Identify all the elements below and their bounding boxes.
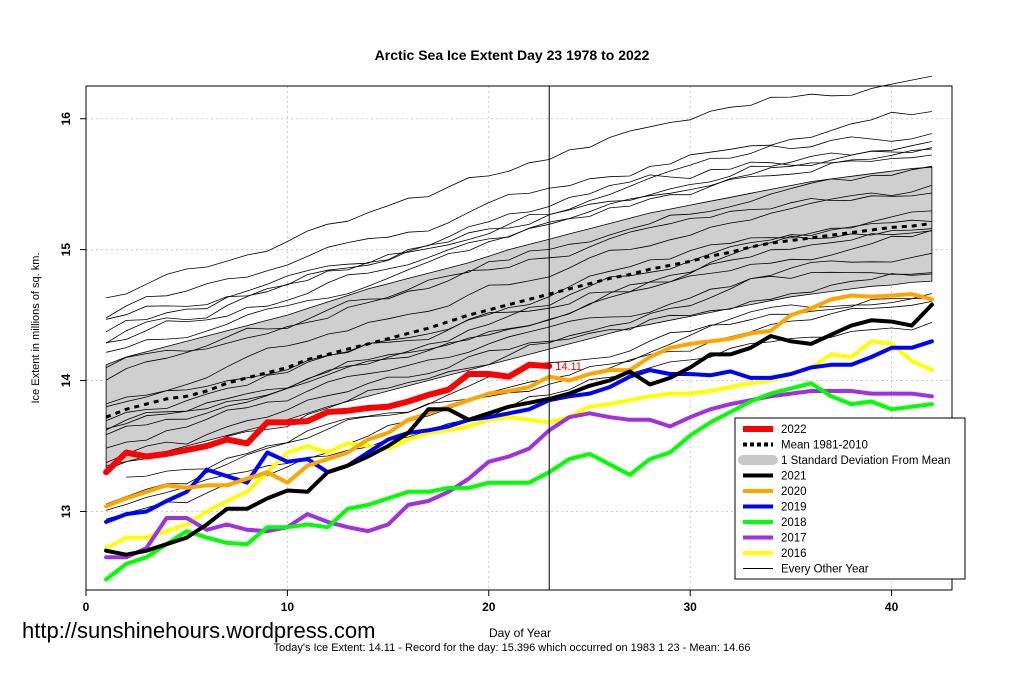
- x-tick-label: 10: [281, 600, 295, 614]
- other-year-line: [105, 147, 932, 333]
- other-year-line: [105, 271, 932, 449]
- other-year-line: [106, 148, 932, 344]
- mean-line: [105, 222, 933, 419]
- legend-label-4: 2020: [781, 486, 807, 498]
- other-year-line: [106, 75, 932, 299]
- plot-frame: [85, 85, 953, 591]
- legend-label-5: 2019: [781, 502, 807, 514]
- series-line-2021: [104, 302, 934, 557]
- y-tick-label: 13: [59, 504, 73, 518]
- x-axis-label: Day of Year: [488, 626, 552, 640]
- series-line-2018: [104, 381, 934, 582]
- legend-box: [734, 417, 966, 580]
- std-deviation-band: [105, 166, 933, 471]
- legend-label-8: 2016: [781, 548, 807, 560]
- legend-label-2: 1 Standard Deviation From Mean: [781, 455, 950, 467]
- other-year-line: [105, 111, 932, 319]
- footer-stats: Today's Ice Extent: 14.11 - Record for t…: [273, 642, 751, 654]
- other-year-line: [105, 192, 932, 381]
- series-line-2020: [104, 292, 934, 509]
- other-year-line: [106, 141, 932, 320]
- x-tick-label: 40: [885, 600, 899, 614]
- y-tick-label: 15: [59, 243, 73, 257]
- other-year-line: [105, 133, 933, 344]
- legend-label-7: 2017: [781, 533, 807, 545]
- legend-label-9: Every Other Year: [781, 564, 869, 576]
- legend-label-3: 2021: [781, 471, 807, 483]
- legend-label-1: Mean 1981-2010: [781, 440, 868, 452]
- chart-title: Arctic Sea Ice Extent Day 23 1978 to 202…: [374, 47, 650, 63]
- x-tick-label: 20: [482, 600, 496, 614]
- current-value-label: 14.11: [555, 361, 582, 373]
- legend-label-0: 2022: [781, 424, 807, 436]
- x-tick-label: 30: [684, 600, 698, 614]
- watermark-url: http://sunshinehours.wordpress.com: [22, 618, 376, 643]
- x-tick-label: 0: [83, 600, 90, 614]
- series-line-2017: [104, 389, 934, 560]
- other-year-line: [105, 165, 932, 368]
- other-year-line: [105, 273, 932, 464]
- other-year-line: [105, 229, 933, 422]
- other-year-line: [126, 301, 932, 478]
- y-tick-label: 14: [59, 374, 73, 388]
- other-year-line: [105, 293, 933, 511]
- other-year-line: [106, 252, 932, 467]
- y-tick-label: 16: [59, 112, 73, 126]
- other-year-line: [106, 184, 933, 408]
- series-line-2022: [103, 361, 553, 476]
- legend-label-6: 2018: [781, 517, 807, 529]
- other-year-line: [105, 230, 932, 431]
